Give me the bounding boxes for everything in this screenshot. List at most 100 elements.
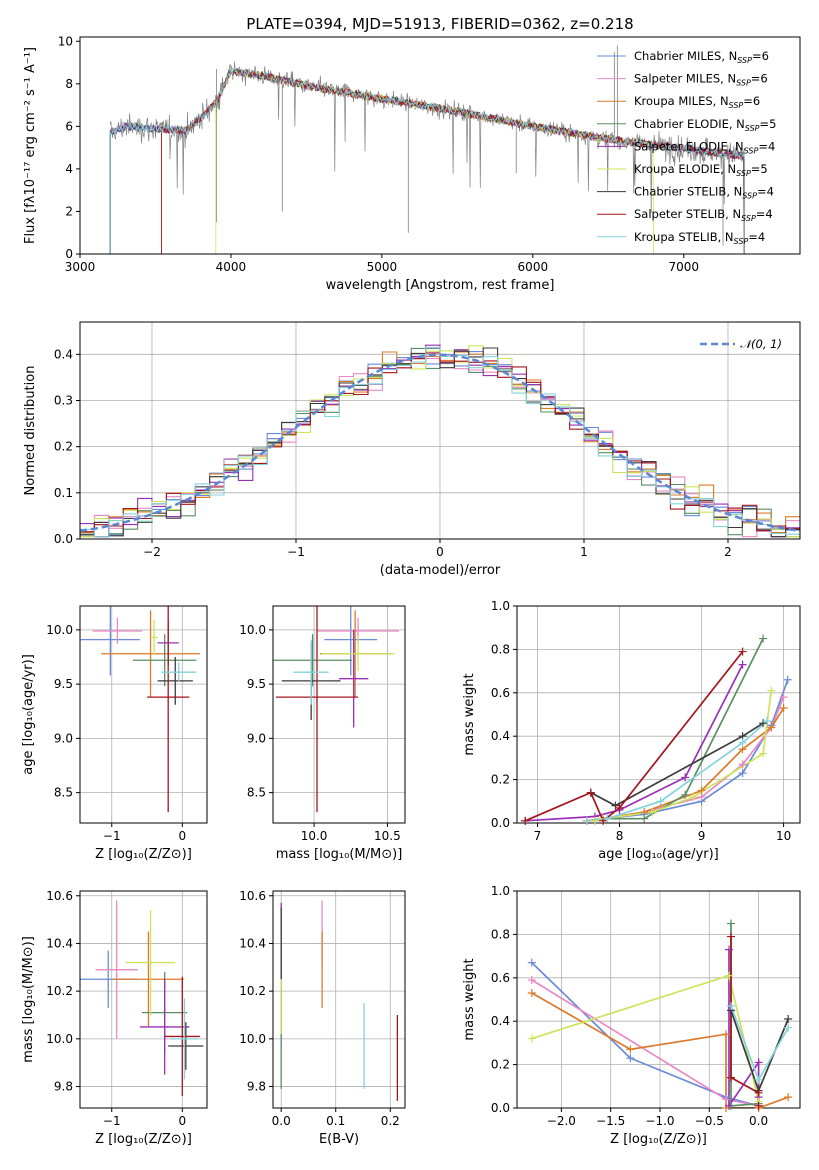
age-vs-z-plot-area — [80, 606, 200, 813]
legend-entry: Kroupa STELIB, NSSP=4 — [634, 230, 765, 246]
y-tick-label: 9.0 — [247, 731, 266, 745]
legend-subscript: SSP — [736, 79, 751, 88]
y-tick-label: 0.4 — [491, 729, 510, 743]
data-point-chabrier-miles — [324, 606, 378, 676]
spectrum-axes: 3000 4000 5000 6000 7000 0 2 4 6 8 10 wavelength [A… — [23, 34, 801, 293]
plus-marker — [615, 803, 624, 812]
data-point-chabrier-miles — [80, 606, 140, 676]
plus-marker — [754, 1075, 763, 1084]
y-tick-label: 0.4 — [54, 347, 73, 361]
x-tick-label: −1.5 — [596, 1114, 625, 1128]
legend-nssp: =5 — [751, 162, 768, 176]
plus-marker — [586, 788, 595, 797]
x-tick-label: 7 — [534, 829, 542, 843]
x-tick-label: −1 — [103, 1114, 121, 1128]
x-axis-label: E(B-V) — [319, 1132, 359, 1147]
plus-marker — [726, 932, 735, 941]
data-point-salpeter-elodie — [139, 979, 190, 1075]
legend-nssp: =5 — [760, 117, 777, 131]
plus-marker — [726, 919, 735, 928]
x-tick-label: −2.0 — [547, 1114, 576, 1128]
normal-distribution-curve — [80, 353, 800, 533]
mass-vs-ebv-axes: 0.0 0.1 0.2 9.8 10.0 10.2 10.4 10.6 E(B-V) — [239, 889, 406, 1147]
plus-marker — [738, 769, 747, 778]
x-tick-label: −1 — [287, 545, 305, 559]
legend-subscript: SSP — [742, 192, 757, 201]
plus-marker — [697, 786, 706, 795]
age-vs-z-axes: −1 0 8.5 9.0 9.5 10.0 Z [log₁₀(Z/Z⊙)] age [log₁… — [21, 605, 208, 862]
data-point-kroupa-stelib — [161, 662, 197, 682]
legend-entry: Chabrier MILES, NSSP=6 — [634, 49, 769, 65]
data-point-kroupa-elodie — [150, 620, 158, 655]
y-tick-label: 9.8 — [247, 1080, 266, 1094]
plus-marker — [725, 971, 734, 980]
plus-marker — [640, 814, 649, 823]
y-tick-label: 8 — [65, 77, 73, 91]
y-tick-label: 10.2 — [239, 984, 266, 998]
y-tick-label: 9.8 — [54, 1080, 73, 1094]
y-tick-label: 0.2 — [54, 440, 73, 454]
plus-marker — [767, 723, 776, 732]
y-tick-label: 0.8 — [491, 927, 510, 941]
plus-marker — [754, 1101, 763, 1110]
legend-entry-text: Chabrier STELIB, N — [634, 185, 742, 199]
mass-vs-ebv-plot-area — [280, 900, 399, 1101]
weight-vs-age-frame — [516, 605, 801, 824]
plus-marker — [527, 988, 536, 997]
data-point-chabrier-elodie — [273, 634, 353, 687]
legend-nssp: =6 — [751, 72, 768, 86]
y-tick-label: 10.2 — [46, 984, 73, 998]
y-tick-label: 0.2 — [491, 773, 510, 787]
plus-marker — [738, 660, 747, 669]
mass-vs-z-axes: −1 0 9.8 10.0 10.2 10.4 10.6 Z [log₁₀(Z/Z⊙)] mas… — [21, 889, 208, 1147]
plus-marker — [527, 1034, 536, 1043]
legend-entry-text: Salpeter MILES, N — [634, 72, 736, 86]
plus-marker — [656, 797, 665, 806]
histogram-step-salpeter-stelib — [80, 352, 800, 533]
plus-marker — [648, 808, 657, 817]
y-tick-label: 8.5 — [54, 786, 73, 800]
weight-vs-age-axes: 7 8 9 10 0.0 0.2 0.4 0.6 0.8 1.0 age [log₁₀(age/yr… — [462, 599, 801, 862]
plus-marker — [722, 1095, 731, 1104]
y-tick-label: 6 — [65, 119, 73, 133]
legend-entry-text: Kroupa MILES, N — [634, 94, 729, 108]
x-tick-label: 0 — [436, 545, 444, 559]
plus-marker — [681, 773, 690, 782]
y-tick-label: 1.0 — [491, 884, 510, 898]
x-tick-label: 10.0 — [301, 829, 328, 843]
plus-marker — [738, 760, 747, 769]
plus-marker — [754, 1088, 763, 1097]
x-tick-label: 4000 — [216, 260, 247, 274]
y-tick-label: 9.5 — [54, 677, 73, 691]
plus-marker — [726, 1073, 735, 1082]
spectrum-frame — [79, 36, 801, 255]
age-vs-mass-axes: 10.0 10.5 8.5 9.0 9.5 10.0 mass [log₁₀(M/M⊙)] — [239, 605, 406, 862]
data-point-chabrier-stelib — [168, 1022, 204, 1070]
plus-marker — [582, 816, 591, 825]
legend-subscript: SSP — [736, 169, 751, 178]
y-tick-label: 10.0 — [239, 1032, 266, 1046]
legend-entry: Salpeter MILES, NSSP=6 — [634, 72, 768, 88]
legend-entry: Salpeter ELODIE, NSSP=4 — [634, 139, 775, 155]
weight-vs-z-frame — [516, 890, 801, 1109]
y-tick-label: 0.0 — [491, 816, 510, 830]
y-axis-label: mass weight — [462, 958, 477, 1040]
age-vs-mass-frame — [272, 605, 406, 824]
plus-marker — [689, 792, 698, 801]
legend-subscript: SSP — [744, 146, 759, 155]
legend-subscript: SSP — [741, 214, 756, 223]
mass-vs-ebv-frame — [272, 890, 406, 1109]
legend-subscript: SSP — [729, 101, 744, 110]
x-tick-label: −0.5 — [695, 1114, 724, 1128]
data-point-kroupa-stelib — [170, 998, 199, 1080]
x-tick-label: 0 — [178, 829, 186, 843]
plus-marker — [681, 790, 690, 799]
y-axis-label: Flux [fλ10⁻¹⁷ erg cm⁻² s⁻¹ A⁻¹] — [23, 47, 38, 244]
y-tick-label: 10 — [58, 34, 73, 48]
y-tick-label: 10.4 — [239, 936, 266, 950]
plus-marker — [759, 634, 768, 643]
plus-marker — [754, 1058, 763, 1067]
